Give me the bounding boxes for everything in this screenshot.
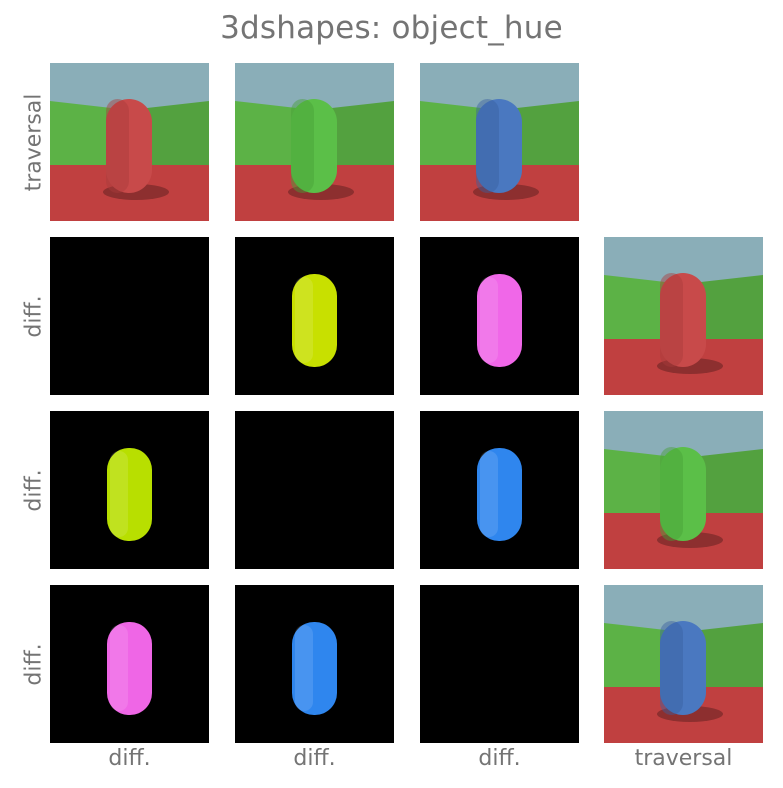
diff-image-r1-c2: [235, 237, 394, 395]
traversal-image-top-3: [420, 63, 579, 221]
figure-title: 3dshapes: object_hue: [220, 10, 563, 46]
diff-image-r3-c1: [50, 585, 209, 743]
col-label-diff-2: diff.: [293, 746, 336, 771]
traversal-image-top-2: [235, 63, 394, 221]
row-label-diff-2: diff.: [21, 468, 47, 512]
traversal-image-right-1: [604, 237, 763, 395]
row-label-diff-1: diff.: [21, 294, 47, 338]
traversal-image-top-1: [50, 63, 209, 221]
diff-image-r2-c2: [235, 411, 394, 569]
diff-image-r3-c2: [235, 585, 394, 743]
row-label-diff-3: diff.: [21, 642, 47, 686]
diff-image-r3-c3: [420, 585, 579, 743]
traversal-image-right-2: [604, 411, 763, 569]
diff-image-r1-c3: [420, 237, 579, 395]
traversal-image-right-3: [604, 585, 763, 743]
col-label-diff-1: diff.: [108, 746, 151, 771]
diff-image-r2-c1: [50, 411, 209, 569]
col-label-diff-3: diff.: [478, 746, 521, 771]
diff-image-r2-c3: [420, 411, 579, 569]
row-label-traversal: traversal: [21, 93, 47, 191]
col-label-traversal: traversal: [634, 746, 733, 771]
diff-image-r1-c1: [50, 237, 209, 395]
